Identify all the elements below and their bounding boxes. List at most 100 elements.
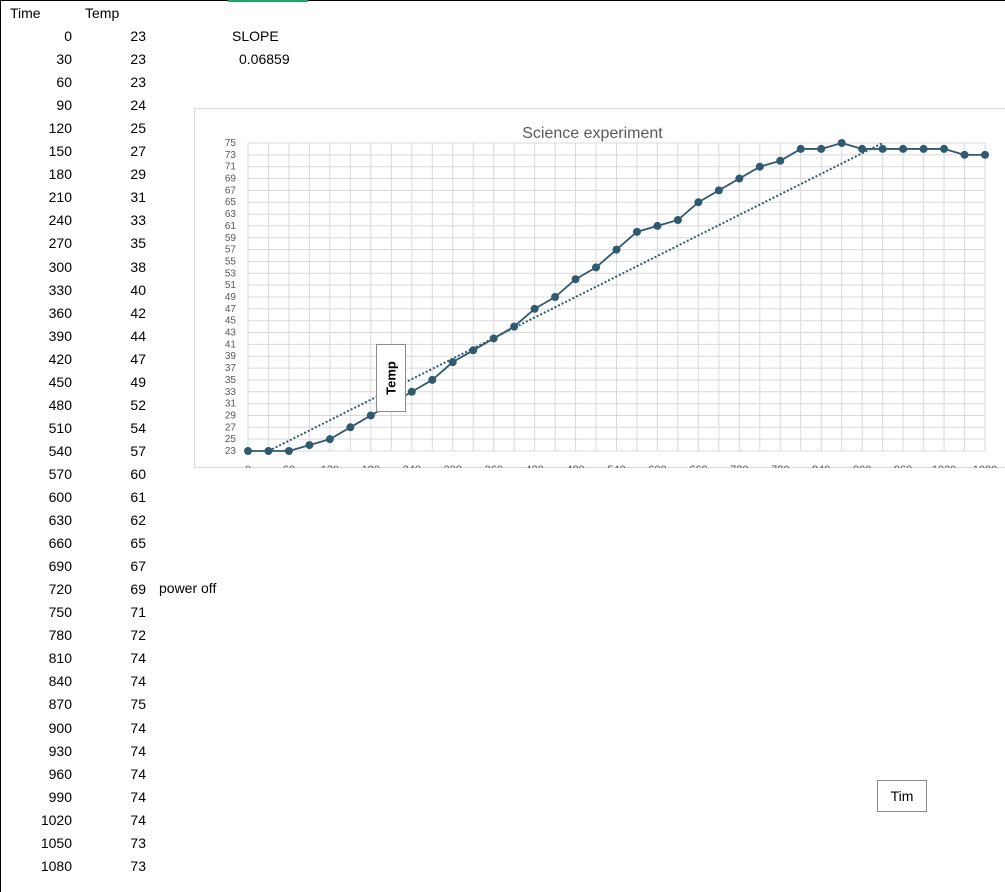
power-off-note[interactable]: power off: [159, 580, 217, 596]
temp-cell[interactable]: 57: [130, 442, 146, 459]
header-time[interactable]: Time: [10, 5, 41, 21]
temp-cell[interactable]: 65: [130, 535, 146, 552]
y-tick-label: 27: [225, 422, 237, 433]
temp-cell[interactable]: 35: [130, 235, 146, 252]
x-tick-label: 480: [566, 464, 584, 468]
temp-cell[interactable]: 74: [130, 719, 146, 736]
header-temp[interactable]: Temp: [85, 5, 120, 21]
temp-cell[interactable]: 23: [130, 51, 146, 68]
time-cell[interactable]: 450: [48, 373, 72, 390]
temp-cell[interactable]: 69: [130, 581, 146, 598]
y-tick-label: 37: [225, 363, 237, 374]
data-point: [796, 144, 805, 153]
temp-cell[interactable]: 27: [130, 143, 146, 160]
temp-cell[interactable]: 74: [130, 673, 146, 690]
data-point: [694, 198, 703, 207]
time-cell[interactable]: 420: [48, 350, 72, 367]
time-cell[interactable]: 690: [48, 558, 72, 575]
time-cell[interactable]: 300: [48, 258, 72, 275]
temp-cell[interactable]: 24: [130, 97, 146, 114]
temp-cell[interactable]: 62: [130, 512, 146, 529]
time-cell[interactable]: 120: [48, 120, 72, 137]
x-tick-label: 360: [484, 464, 502, 468]
time-cell[interactable]: 990: [48, 788, 72, 805]
temp-cell[interactable]: 60: [130, 465, 146, 482]
slope-label[interactable]: SLOPE: [232, 28, 279, 44]
temp-cell[interactable]: 47: [130, 350, 146, 367]
temp-cell[interactable]: 74: [130, 765, 146, 782]
temp-cell[interactable]: 33: [130, 212, 146, 229]
time-cell[interactable]: 210: [48, 189, 72, 206]
y-axis-title-box[interactable]: Temp: [376, 344, 406, 412]
time-cell[interactable]: 870: [48, 696, 72, 713]
temp-cell[interactable]: 73: [130, 834, 146, 851]
time-cell[interactable]: 1050: [40, 834, 72, 851]
y-tick-label: 49: [225, 292, 237, 303]
temp-cell[interactable]: 44: [130, 327, 146, 344]
slope-value[interactable]: 0.06859: [239, 51, 290, 67]
x-axis-title-box[interactable]: Tim: [877, 780, 927, 812]
time-cell[interactable]: 840: [48, 673, 72, 690]
time-cell[interactable]: 780: [48, 627, 72, 644]
x-tick-label: 600: [648, 464, 666, 468]
x-tick-label: 720: [730, 464, 748, 468]
time-cell[interactable]: 510: [48, 419, 72, 436]
time-cell[interactable]: 750: [48, 604, 72, 621]
temp-cell[interactable]: 74: [130, 742, 146, 759]
temp-cell[interactable]: 67: [130, 558, 146, 575]
x-axis-title: Tim: [890, 788, 914, 804]
temp-cell[interactable]: 42: [130, 304, 146, 321]
temp-cell[interactable]: 31: [130, 189, 146, 206]
time-cell[interactable]: 360: [48, 304, 72, 321]
time-cell[interactable]: 0: [64, 28, 72, 44]
temp-cell[interactable]: 40: [130, 281, 146, 298]
data-point: [489, 334, 498, 343]
time-cell[interactable]: 390: [48, 327, 72, 344]
time-cell[interactable]: 960: [48, 765, 72, 782]
time-cell[interactable]: 540: [48, 442, 72, 459]
time-cell[interactable]: 570: [48, 465, 72, 482]
temp-cell[interactable]: 75: [130, 696, 146, 713]
time-cell[interactable]: 900: [48, 719, 72, 736]
x-tick-label: 1020: [932, 464, 956, 468]
temp-cell[interactable]: 25: [130, 120, 146, 137]
time-cell[interactable]: 1020: [40, 811, 72, 828]
time-cell[interactable]: 150: [48, 143, 72, 160]
data-point: [714, 186, 723, 195]
time-cell[interactable]: 270: [48, 235, 72, 252]
temp-cell[interactable]: 74: [130, 650, 146, 667]
temp-cell[interactable]: 71: [130, 604, 146, 621]
temp-cell[interactable]: 52: [130, 396, 146, 413]
temp-cell[interactable]: 61: [130, 489, 146, 505]
time-cell[interactable]: 60: [56, 74, 72, 91]
time-cell[interactable]: 600: [48, 489, 72, 505]
temp-cell[interactable]: 49: [130, 373, 146, 390]
temp-cell[interactable]: 74: [130, 788, 146, 805]
time-cell[interactable]: 480: [48, 396, 72, 413]
temp-cell[interactable]: 74: [130, 811, 146, 828]
temp-cell[interactable]: 23: [130, 74, 146, 91]
temp-cell[interactable]: 72: [130, 627, 146, 644]
y-tick-label: 61: [225, 221, 237, 232]
time-cell[interactable]: 630: [48, 512, 72, 529]
temp-cell[interactable]: 38: [130, 258, 146, 275]
chart-area[interactable]: [194, 108, 1005, 468]
time-cell[interactable]: 660: [48, 535, 72, 552]
temp-cell[interactable]: 23: [130, 28, 146, 44]
y-tick-label: 55: [225, 256, 237, 267]
x-tick-label: 180: [362, 464, 380, 468]
temp-cell[interactable]: 29: [130, 166, 146, 183]
science-experiment-chart[interactable]: Science experiment 2325272931333537394143…: [194, 108, 1005, 468]
time-cell[interactable]: 810: [48, 650, 72, 667]
time-cell[interactable]: 930: [48, 742, 72, 759]
temp-cell[interactable]: 73: [130, 857, 146, 874]
time-cell[interactable]: 330: [48, 281, 72, 298]
time-cell[interactable]: 180: [48, 166, 72, 183]
time-cell[interactable]: 720: [48, 581, 72, 598]
time-cell[interactable]: 90: [56, 97, 72, 114]
time-cell[interactable]: 1080: [40, 857, 72, 874]
temp-cell[interactable]: 54: [130, 419, 146, 436]
time-cell[interactable]: 30: [56, 51, 72, 68]
data-point: [735, 174, 744, 183]
time-cell[interactable]: 240: [48, 212, 72, 229]
